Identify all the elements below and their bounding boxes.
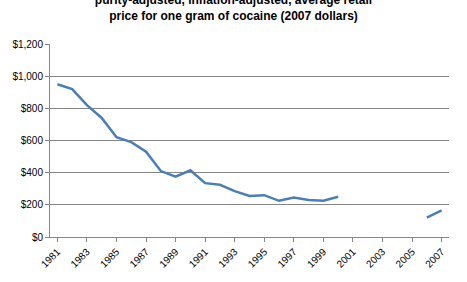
svg-text:1981: 1981	[39, 246, 63, 270]
svg-text:1999: 1999	[305, 246, 329, 270]
svg-text:1991: 1991	[187, 246, 211, 270]
svg-text:$1,000: $1,000	[12, 71, 43, 82]
svg-text:$1,200: $1,200	[12, 39, 43, 50]
svg-text:1995: 1995	[246, 246, 270, 270]
svg-text:$400: $400	[21, 167, 44, 178]
svg-text:$800: $800	[21, 103, 44, 114]
svg-text:$0: $0	[32, 232, 44, 243]
svg-text:1987: 1987	[127, 246, 151, 270]
svg-text:1985: 1985	[98, 246, 122, 270]
svg-text:1983: 1983	[68, 246, 92, 270]
svg-text:2001: 2001	[334, 246, 358, 270]
svg-text:2005: 2005	[393, 246, 417, 270]
svg-text:1989: 1989	[157, 246, 181, 270]
svg-text:$600: $600	[21, 135, 44, 146]
svg-text:1993: 1993	[216, 246, 240, 270]
svg-text:purity-adjusted, inflation-adj: purity-adjusted, inflation-adjusted, ave…	[95, 0, 372, 23]
svg-text:1997: 1997	[275, 246, 299, 270]
svg-text:$200: $200	[21, 199, 44, 210]
svg-text:2003: 2003	[364, 246, 388, 270]
svg-text:2007: 2007	[423, 246, 447, 270]
